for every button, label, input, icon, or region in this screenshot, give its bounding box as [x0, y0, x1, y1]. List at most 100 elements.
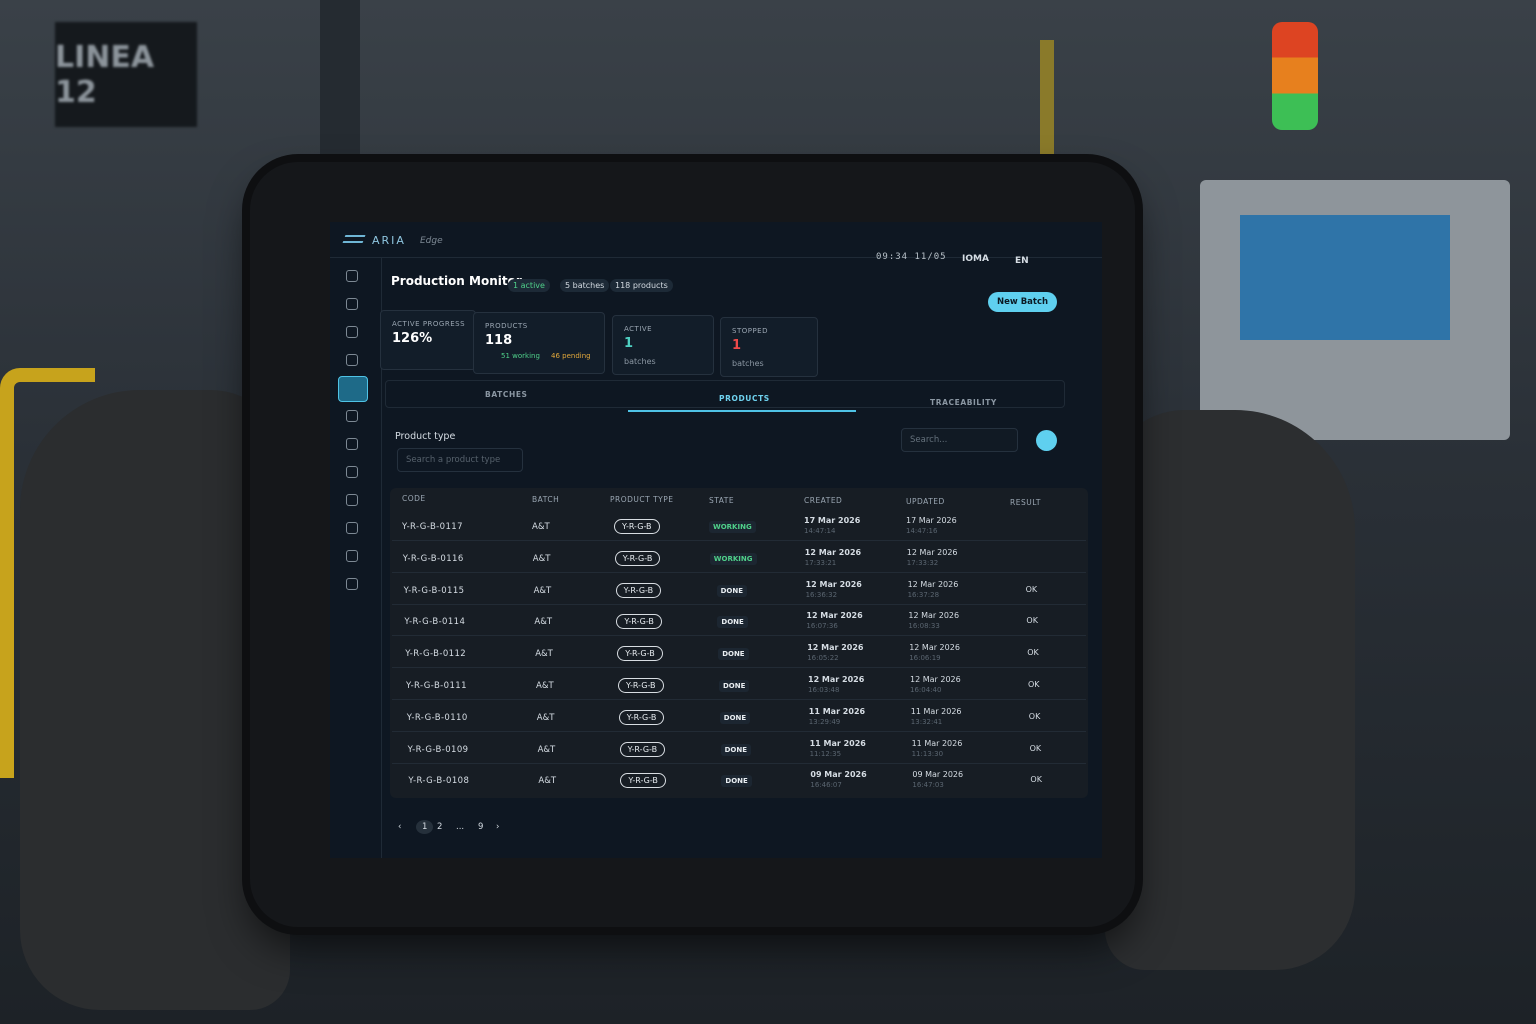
cell-batch: A&T [532, 553, 551, 564]
stat-label: ACTIVE [624, 325, 653, 333]
cell-code: Y-R-G-B-0112 [405, 649, 467, 660]
cell-batch: A&T [534, 617, 553, 628]
nav-icon[interactable] [346, 354, 358, 366]
search-input[interactable]: Search... [901, 428, 1019, 452]
line-sign: LINEA 12 [55, 22, 197, 127]
cell-created-time: 16:03:48 [808, 686, 840, 694]
nav-icon[interactable] [346, 522, 358, 534]
stat-label: PRODUCTS [485, 322, 528, 330]
cell-updated: 11 Mar 2026 [910, 706, 962, 716]
cell-created: 12 Mar 2026 [807, 643, 864, 653]
row-divider [392, 603, 1086, 605]
cell-batch: A&T [532, 522, 550, 532]
header-badge: 118 products [610, 279, 673, 292]
cell-updated-time: 16:06:19 [909, 654, 941, 663]
stat-card [380, 310, 476, 370]
type-pill: Y-R-G-B [618, 709, 665, 725]
cell-created-time: 13:29:49 [808, 717, 841, 726]
cell-created-time: 16:46:07 [810, 781, 842, 790]
brand: ARIA [372, 234, 406, 247]
tab[interactable]: BATCHES [485, 390, 528, 399]
tab[interactable]: TRACEABILITY [930, 398, 997, 407]
cell-result: OK [1029, 743, 1042, 753]
new-batch-button[interactable]: New Batch [988, 292, 1058, 312]
nav-icon[interactable] [346, 410, 358, 422]
language[interactable]: EN [1015, 256, 1029, 266]
cell-batch: A&T [535, 649, 553, 660]
row-divider [392, 571, 1086, 573]
nav-icon[interactable] [346, 494, 358, 506]
rail [0, 368, 95, 778]
nav-icon[interactable] [346, 326, 358, 338]
right-glove [1105, 410, 1355, 970]
type-pill: Y-R-G-B [618, 678, 664, 693]
product-type-select[interactable]: Search a product type [397, 448, 524, 472]
stat-note: 46 pending [551, 352, 591, 360]
cell-updated: 12 Mar 2026 [909, 643, 960, 653]
column-header: STATE [709, 495, 735, 505]
stat-value: 118 [485, 333, 513, 348]
product-name: Edge [420, 236, 443, 246]
page-link[interactable]: 1 [416, 820, 434, 834]
cell-created-time: 16:36:32 [805, 590, 838, 599]
row-divider [392, 699, 1086, 700]
cell-created-time: 11:12:35 [809, 749, 842, 758]
state-badge: DONE [719, 711, 751, 724]
page-link[interactable]: 2 [437, 822, 443, 832]
nav-icon[interactable] [346, 550, 358, 562]
app-header [330, 222, 1102, 258]
state-badge: DONE [718, 648, 749, 661]
cell-updated: 09 Mar 2026 [912, 770, 964, 780]
state-badge: WORKING [709, 521, 756, 533]
cell-updated: 12 Mar 2026 [908, 611, 960, 621]
nav-icon[interactable] [346, 438, 358, 450]
nav-icon[interactable] [346, 270, 358, 282]
cell-created: 12 Mar 2026 [804, 547, 862, 557]
cell-created: 09 Mar 2026 [810, 770, 867, 780]
state-badge: WORKING [709, 552, 757, 565]
tab-bar [385, 380, 1065, 408]
cell-result: OK [1025, 584, 1038, 594]
cell-code: Y-R-G-B-0110 [406, 712, 468, 723]
tab-underline [628, 410, 856, 412]
left-glove [20, 390, 290, 1010]
row-divider [392, 730, 1086, 732]
state-badge: DONE [717, 616, 748, 629]
cell-created-time: 16:05:22 [807, 654, 839, 663]
cell-code: Y-R-G-B-0108 [408, 776, 470, 787]
stat-label: STOPPED [732, 327, 768, 335]
stat-card [612, 315, 714, 375]
page-link[interactable]: 9 [478, 822, 484, 832]
cell-code: Y-R-G-B-0117 [402, 522, 463, 532]
cell-batch: A&T [538, 776, 557, 787]
page-link[interactable]: ... [456, 822, 465, 832]
row-divider [392, 540, 1086, 541]
column-header: CODE [402, 494, 426, 503]
cell-updated-time: 14:47:16 [906, 527, 938, 535]
cell-code: Y-R-G-B-0115 [403, 585, 465, 596]
nav-icon[interactable] [346, 298, 358, 310]
stat-label: ACTIVE PROGRESS [392, 320, 466, 328]
nav-icon[interactable] [346, 578, 358, 590]
tab[interactable]: PRODUCTS [719, 394, 770, 403]
site: IOMA [962, 254, 989, 264]
clock: 09:34 11/05 [876, 252, 947, 262]
cell-code: Y-R-G-B-0116 [402, 553, 464, 564]
cell-result: OK [1026, 616, 1038, 626]
cell-created: 12 Mar 2026 [805, 579, 862, 589]
cell-code: Y-R-G-B-0109 [407, 744, 469, 755]
cell-created: 12 Mar 2026 [806, 611, 863, 621]
row-divider [392, 667, 1086, 669]
cell-updated: 11 Mar 2026 [911, 738, 963, 748]
page-link[interactable]: ‹ [398, 822, 402, 832]
page-link[interactable]: › [496, 822, 500, 832]
panel-screen [1240, 215, 1450, 340]
filter-label: Product type [395, 431, 456, 442]
nav-icon[interactable] [346, 466, 358, 478]
stat-card [473, 312, 605, 374]
header-badge: 1 active [508, 279, 550, 292]
cell-result: OK [1028, 711, 1041, 721]
search-button[interactable] [1036, 430, 1057, 451]
nav-icon[interactable] [338, 376, 368, 402]
